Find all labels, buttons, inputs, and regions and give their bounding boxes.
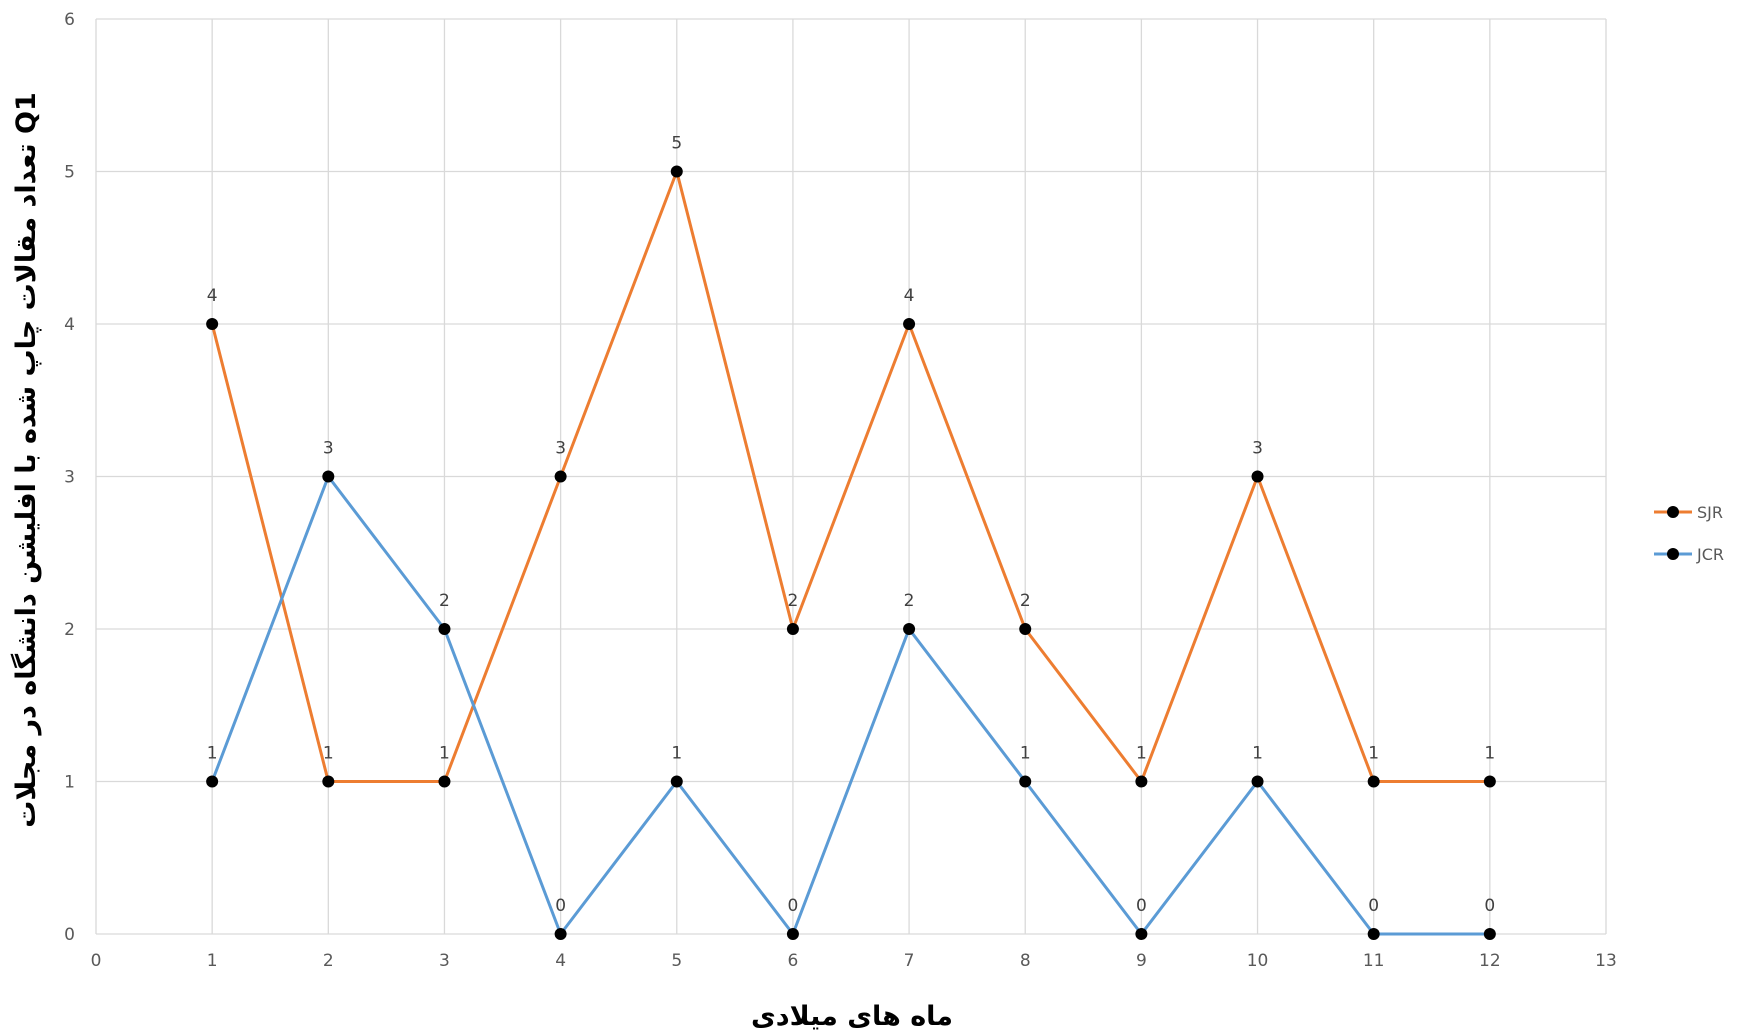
data-point-jcr xyxy=(1251,775,1264,788)
data-label-jcr: 1 xyxy=(1252,744,1263,764)
data-point-jcr xyxy=(903,623,916,635)
data-point-sjr xyxy=(206,318,219,330)
y-tick-label: 3 xyxy=(64,468,75,488)
legend-label-jcr: JCR xyxy=(1696,545,1724,564)
data-label-sjr: 1 xyxy=(1136,744,1147,764)
data-label-sjr: 1 xyxy=(1368,744,1379,764)
x-tick-label: 7 xyxy=(904,951,915,971)
data-label-sjr: 5 xyxy=(671,134,682,154)
series-line-sjr xyxy=(210,170,1490,783)
data-point-jcr xyxy=(322,470,335,483)
data-label-jcr: 0 xyxy=(1368,896,1379,916)
legend: SJR JCR xyxy=(1654,503,1724,564)
x-tick-label: 11 xyxy=(1363,951,1385,971)
data-label-jcr: 3 xyxy=(323,439,334,459)
data-point-jcr xyxy=(438,623,451,635)
data-point-sjr xyxy=(554,470,567,483)
data-label-jcr: 0 xyxy=(1484,896,1495,916)
data-label-sjr: 2 xyxy=(788,591,799,611)
x-tick-label: 9 xyxy=(1136,951,1147,971)
data-label-sjr: 1 xyxy=(439,744,450,764)
data-label-jcr: 0 xyxy=(1136,896,1147,916)
x-tick-label: 3 xyxy=(439,951,450,971)
data-point-jcr xyxy=(1135,928,1148,940)
x-tick-label: 12 xyxy=(1479,951,1501,971)
data-label-jcr: 1 xyxy=(1020,744,1031,764)
x-tick-label: 2 xyxy=(323,951,334,971)
data-label-sjr: 1 xyxy=(1484,744,1495,764)
legend-marker-jcr xyxy=(1667,548,1679,560)
data-label-sjr: 1 xyxy=(323,744,334,764)
data-point-sjr xyxy=(1483,775,1496,788)
data-point-sjr xyxy=(322,775,335,788)
x-tick-label: 4 xyxy=(555,951,566,971)
data-point-sjr xyxy=(903,318,916,330)
data-label-sjr: 4 xyxy=(207,286,218,306)
data-point-sjr xyxy=(670,165,683,178)
data-labels: 4 1 1 3 5 2 4 2 1 3 1 1 1 3 2 0 1 0 2 1 0 1 0 0 xyxy=(207,134,1496,917)
data-point-sjr xyxy=(786,623,799,635)
data-point-jcr xyxy=(1019,775,1032,788)
y-tick-label: 1 xyxy=(64,773,75,793)
data-point-jcr xyxy=(1367,928,1380,940)
data-point-sjr xyxy=(1019,623,1032,635)
y-axis-ticks: 0 1 2 3 4 5 6 xyxy=(64,10,75,945)
data-point-jcr xyxy=(670,775,683,788)
x-axis-title: ماه های میلادی xyxy=(751,1001,953,1032)
data-point-sjr xyxy=(1251,470,1264,483)
data-label-sjr: 4 xyxy=(904,286,915,306)
y-tick-label: 0 xyxy=(64,925,75,945)
y-tick-label: 6 xyxy=(64,10,75,30)
series-line-jcr xyxy=(210,475,1490,936)
x-axis-ticks: 0 1 2 3 4 5 6 7 8 9 10 11 12 13 xyxy=(91,951,1617,971)
data-point-jcr xyxy=(206,775,219,788)
x-tick-label: 8 xyxy=(1020,951,1031,971)
data-label-jcr: 2 xyxy=(904,591,915,611)
data-point-jcr xyxy=(1483,928,1496,940)
series-lines xyxy=(206,165,1496,940)
x-tick-label: 0 xyxy=(91,951,102,971)
data-point-jcr xyxy=(554,928,567,940)
data-point-sjr xyxy=(1367,775,1380,788)
data-label-jcr: 1 xyxy=(671,744,682,764)
y-tick-label: 4 xyxy=(64,315,75,335)
y-axis-title: تعداد مقالات چاپ شده با افلیشن دانشگاه د… xyxy=(10,92,42,828)
x-tick-label: 6 xyxy=(788,951,799,971)
x-tick-label: 13 xyxy=(1595,951,1617,971)
y-tick-label: 5 xyxy=(64,163,75,183)
data-label-sjr: 3 xyxy=(1252,439,1263,459)
x-tick-label: 5 xyxy=(671,951,682,971)
x-tick-label: 10 xyxy=(1247,951,1269,971)
data-label-jcr: 0 xyxy=(555,896,566,916)
legend-label-sjr: SJR xyxy=(1697,503,1723,522)
legend-marker-sjr xyxy=(1667,506,1679,518)
data-label-sjr: 2 xyxy=(1020,591,1031,611)
data-point-sjr xyxy=(438,775,451,788)
data-point-sjr xyxy=(1135,775,1148,788)
y-tick-label: 2 xyxy=(64,620,75,640)
x-tick-label: 1 xyxy=(207,951,218,971)
data-label-sjr: 3 xyxy=(555,439,566,459)
data-label-jcr: 0 xyxy=(788,896,799,916)
data-label-jcr: 1 xyxy=(207,744,218,764)
data-point-jcr xyxy=(786,928,799,940)
data-label-jcr: 2 xyxy=(439,591,450,611)
